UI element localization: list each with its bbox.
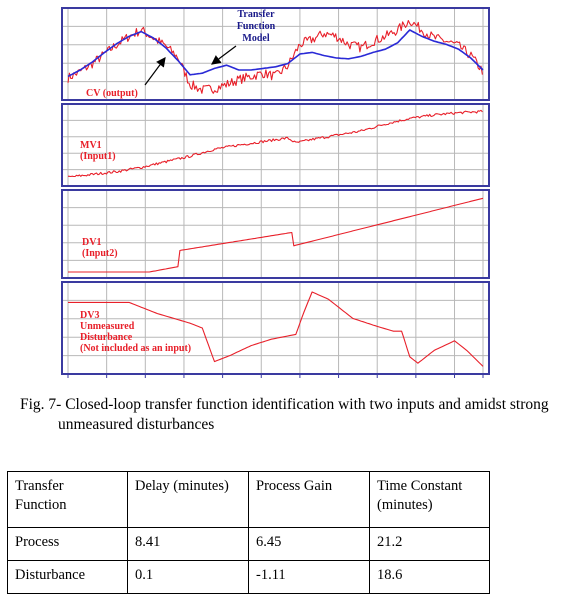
table-cell: 6.45: [248, 527, 370, 561]
header-process-gain: Process Gain: [248, 471, 370, 528]
cv-arrow: [144, 57, 166, 86]
series-line-dv1: [68, 197, 484, 273]
caption-line-1: Fig. 7- Closed-loop transfer function id…: [20, 396, 549, 413]
series-label: CV (output): [86, 88, 138, 99]
panel-frame: [61, 281, 490, 375]
header-delay: Delay (minutes): [127, 471, 249, 528]
model-label: Function: [237, 21, 276, 32]
header-time-constant: Time Constant (minutes): [369, 471, 490, 528]
series-line-mv1: [67, 109, 483, 178]
chart-panel-mv1: MV1(Input1): [61, 103, 490, 187]
model-label: Model: [242, 33, 269, 44]
series-label: DV3: [80, 310, 99, 321]
series-label: DV1: [82, 237, 101, 248]
series-line-model: [67, 29, 484, 78]
table-row: Disturbance 0.1 -1.11 18.6: [7, 560, 490, 594]
series-label: (Not included as an input): [80, 343, 191, 354]
table-cell: 8.41: [127, 527, 249, 561]
series-label: Disturbance: [80, 332, 133, 343]
panel-frame: [61, 103, 490, 187]
series-label: Unmeasured: [80, 321, 135, 332]
table-cell: 21.2: [369, 527, 490, 561]
panel-frame: [61, 189, 490, 279]
series-line-cv: [67, 19, 483, 94]
chart-panel-dv1: DV1(Input2): [61, 189, 490, 279]
series-label: (Input2): [82, 248, 118, 259]
table-cell: -1.11: [248, 560, 370, 594]
table-cell: 0.1: [127, 560, 249, 594]
table-cell: Disturbance: [7, 560, 128, 594]
model-arrow: [211, 45, 237, 65]
series-label: (Input1): [80, 151, 116, 162]
caption-line-2: unmeasured disturbances: [58, 416, 215, 433]
header-transfer-function: Transfer Function: [7, 471, 128, 528]
trend-charts-figure: CV (output)TransferFunctionModelMV1(Inpu…: [61, 7, 490, 378]
panel-frame: [61, 7, 490, 101]
transfer-function-table: Transfer Function Delay (minutes) Process…: [7, 471, 490, 594]
model-label: Transfer: [237, 9, 275, 20]
series-line-dv3: [68, 291, 484, 367]
figure-caption: Fig. 7- Closed-loop transfer function id…: [20, 395, 565, 435]
table-row: Process 8.41 6.45 21.2: [7, 527, 490, 561]
series-label: MV1: [80, 140, 102, 151]
table-header-row: Transfer Function Delay (minutes) Process…: [7, 471, 490, 528]
table-cell: Process: [7, 527, 128, 561]
table-cell: 18.6: [369, 560, 490, 594]
